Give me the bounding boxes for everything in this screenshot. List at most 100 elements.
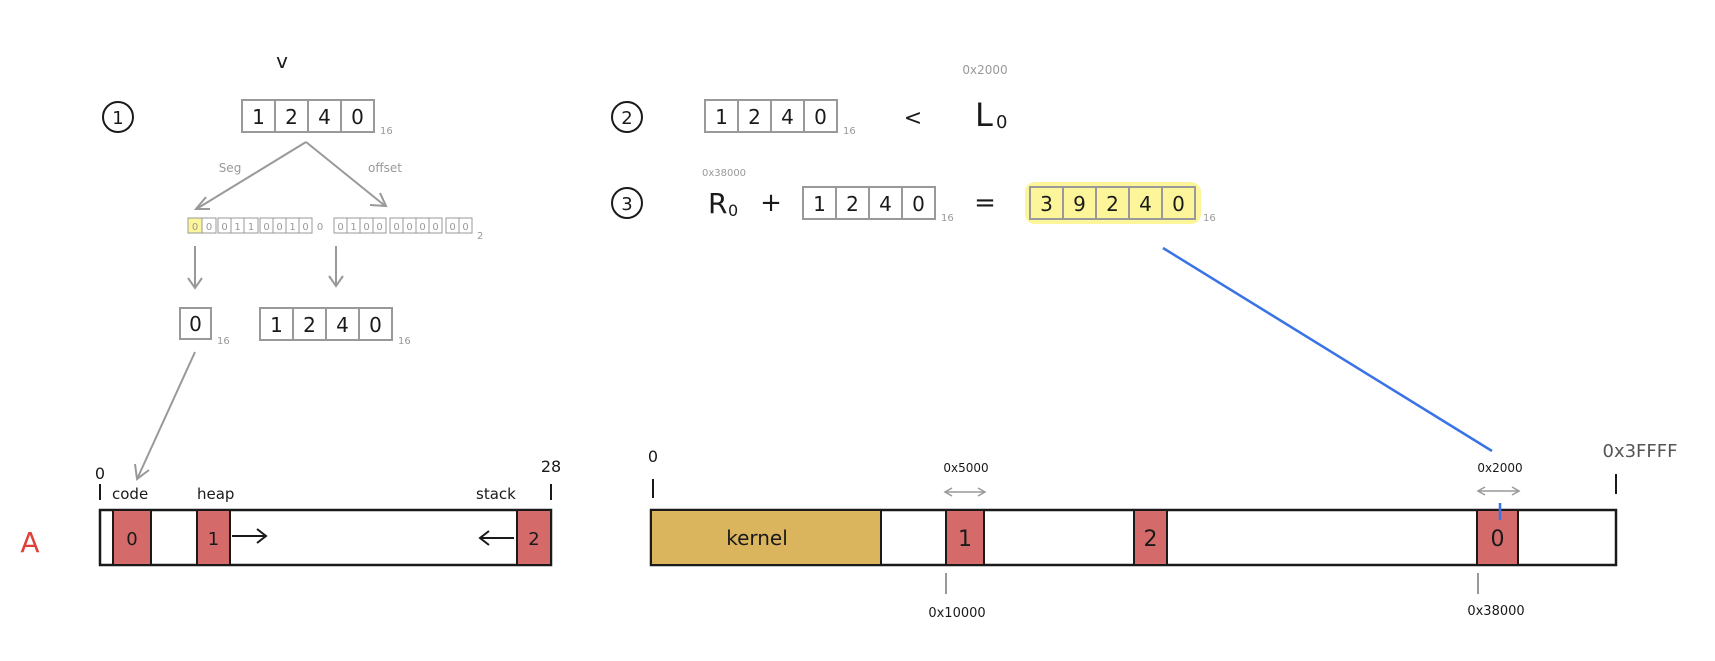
physical-start-label: 0	[648, 447, 658, 466]
step1-circle	[102, 101, 134, 133]
process-memory-bar	[98, 508, 553, 567]
offset-digit: 0	[369, 313, 382, 337]
physical-address-box: 3 9 2 4 0	[1025, 182, 1201, 224]
binary-subscript: 2	[477, 231, 483, 242]
physical-segment-0	[1476, 509, 1519, 566]
s3-digit: 4	[879, 192, 892, 216]
down-arrows	[187, 246, 344, 290]
bit: 0	[263, 222, 269, 233]
virtual-address-label: v	[276, 49, 288, 73]
bit: 0	[419, 222, 425, 233]
seg-label: Seg	[219, 161, 242, 175]
kernel-region	[650, 509, 882, 566]
offset-box: 1 2 4 0	[259, 307, 393, 341]
step3-offset-box: 1 2 4 0	[802, 186, 936, 220]
limit-register: L	[975, 96, 993, 134]
step3: 3 0x38000 R 0 + 1 2 4 0 16 = 3 9 2 4	[611, 168, 1216, 224]
hex-subscript: 16	[941, 213, 954, 224]
code-segment	[112, 509, 152, 566]
bit: 0	[302, 222, 308, 233]
va-digit: 2	[285, 105, 298, 129]
va-digit: 0	[351, 105, 364, 129]
pa-digit: 4	[1139, 192, 1152, 216]
pa-digit: 2	[1106, 192, 1119, 216]
step2-number: 2	[621, 108, 632, 129]
heap-segment-label: 1	[208, 529, 219, 550]
offset-digit: 2	[303, 313, 316, 337]
s3-digit: 0	[912, 192, 925, 216]
s2-digit: 4	[781, 105, 794, 129]
code-segment-label: 0	[126, 529, 137, 550]
heap-label: heap	[197, 485, 234, 503]
pa-digit: 9	[1073, 192, 1086, 216]
segment-lookup-arrow	[134, 351, 196, 481]
bit: 1	[289, 222, 295, 233]
seg0-base-label: 0x38000	[1467, 604, 1524, 619]
physical-segment-1-label: 1	[958, 527, 972, 552]
base-register-subscript: 0	[728, 201, 738, 220]
physical-segment-2	[1133, 509, 1168, 566]
seg0-size-label: 0x2000	[1477, 461, 1522, 475]
bit: 0	[317, 222, 323, 233]
bit: 0	[462, 222, 468, 233]
physical-address-pointer	[1162, 246, 1493, 453]
bit: 0	[206, 222, 212, 233]
hex-subscript: 16	[1203, 213, 1216, 224]
segment-number-box	[179, 307, 212, 340]
step2: 2 1 2 4 0 16 < 0x2000 L 0	[611, 63, 1008, 137]
bit: 0	[449, 222, 455, 233]
stack-segment-label: 2	[528, 529, 539, 550]
segment-number: 0	[189, 312, 202, 336]
process-end-label: 28	[541, 457, 561, 476]
kernel-label: kernel	[726, 526, 788, 550]
physical-end-label: 0x3FFFF	[1603, 441, 1678, 462]
process-label: A	[20, 526, 39, 559]
step2-address-box: 1 2 4 0	[704, 99, 838, 133]
hex-subscript: 16	[843, 126, 856, 137]
process-start-label: 0	[95, 464, 105, 483]
split-arrows	[193, 141, 388, 210]
base-register: R	[708, 187, 727, 220]
s2-digit: 1	[715, 105, 728, 129]
va-digit: 4	[318, 105, 331, 129]
physical-segment-1	[945, 509, 985, 566]
physical-segment-0-label: 0	[1491, 527, 1505, 552]
bit: 0	[432, 222, 438, 233]
s3-digit: 1	[813, 192, 826, 216]
seg1-base-label: 0x10000	[928, 606, 985, 621]
step3-circle	[611, 187, 643, 219]
seg0-size-arrow	[1476, 486, 1521, 496]
s3-digit: 2	[846, 192, 859, 216]
physical-segment-2-label: 2	[1144, 527, 1158, 552]
less-than: <	[904, 106, 922, 131]
code-label: code	[112, 485, 148, 503]
s2-digit: 0	[814, 105, 827, 129]
stack-growth-arrow	[478, 530, 514, 546]
step1: 1 v 1 2 4 0 16 Seg offset	[102, 49, 483, 481]
bit: 0	[393, 222, 399, 233]
pa-digit: 0	[1172, 192, 1185, 216]
stack-segment	[516, 509, 552, 566]
stack-label: stack	[476, 485, 516, 503]
bit: 0	[376, 222, 382, 233]
bit: 0	[221, 222, 227, 233]
base-value: 0x38000	[702, 168, 746, 179]
offset-digit: 1	[270, 313, 283, 337]
plus-sign: +	[760, 188, 782, 218]
limit-register-subscript: 0	[996, 112, 1007, 133]
pa-digit: 3	[1040, 192, 1053, 216]
bit: 1	[234, 222, 240, 233]
physical-memory: 0 0x3FFFF kernel 1 2 0 0x5000 0x2000 0x1	[648, 441, 1678, 621]
s2-digit: 2	[748, 105, 761, 129]
hex-subscript: 16	[398, 336, 411, 347]
process-memory: A 0 28 code heap stack 0 1 2	[20, 457, 561, 567]
bit: 0	[337, 222, 343, 233]
heap-segment	[196, 509, 231, 566]
bit: 0	[192, 222, 198, 233]
step1-number: 1	[112, 108, 123, 129]
binary-bits: 0 0 0 1 1 0 0 1 0 0 0 1 0 0 0 0 0 0 0 0	[187, 217, 483, 242]
equals-sign: =	[974, 188, 996, 218]
offset-digit: 4	[336, 313, 349, 337]
va-digit: 1	[252, 105, 265, 129]
